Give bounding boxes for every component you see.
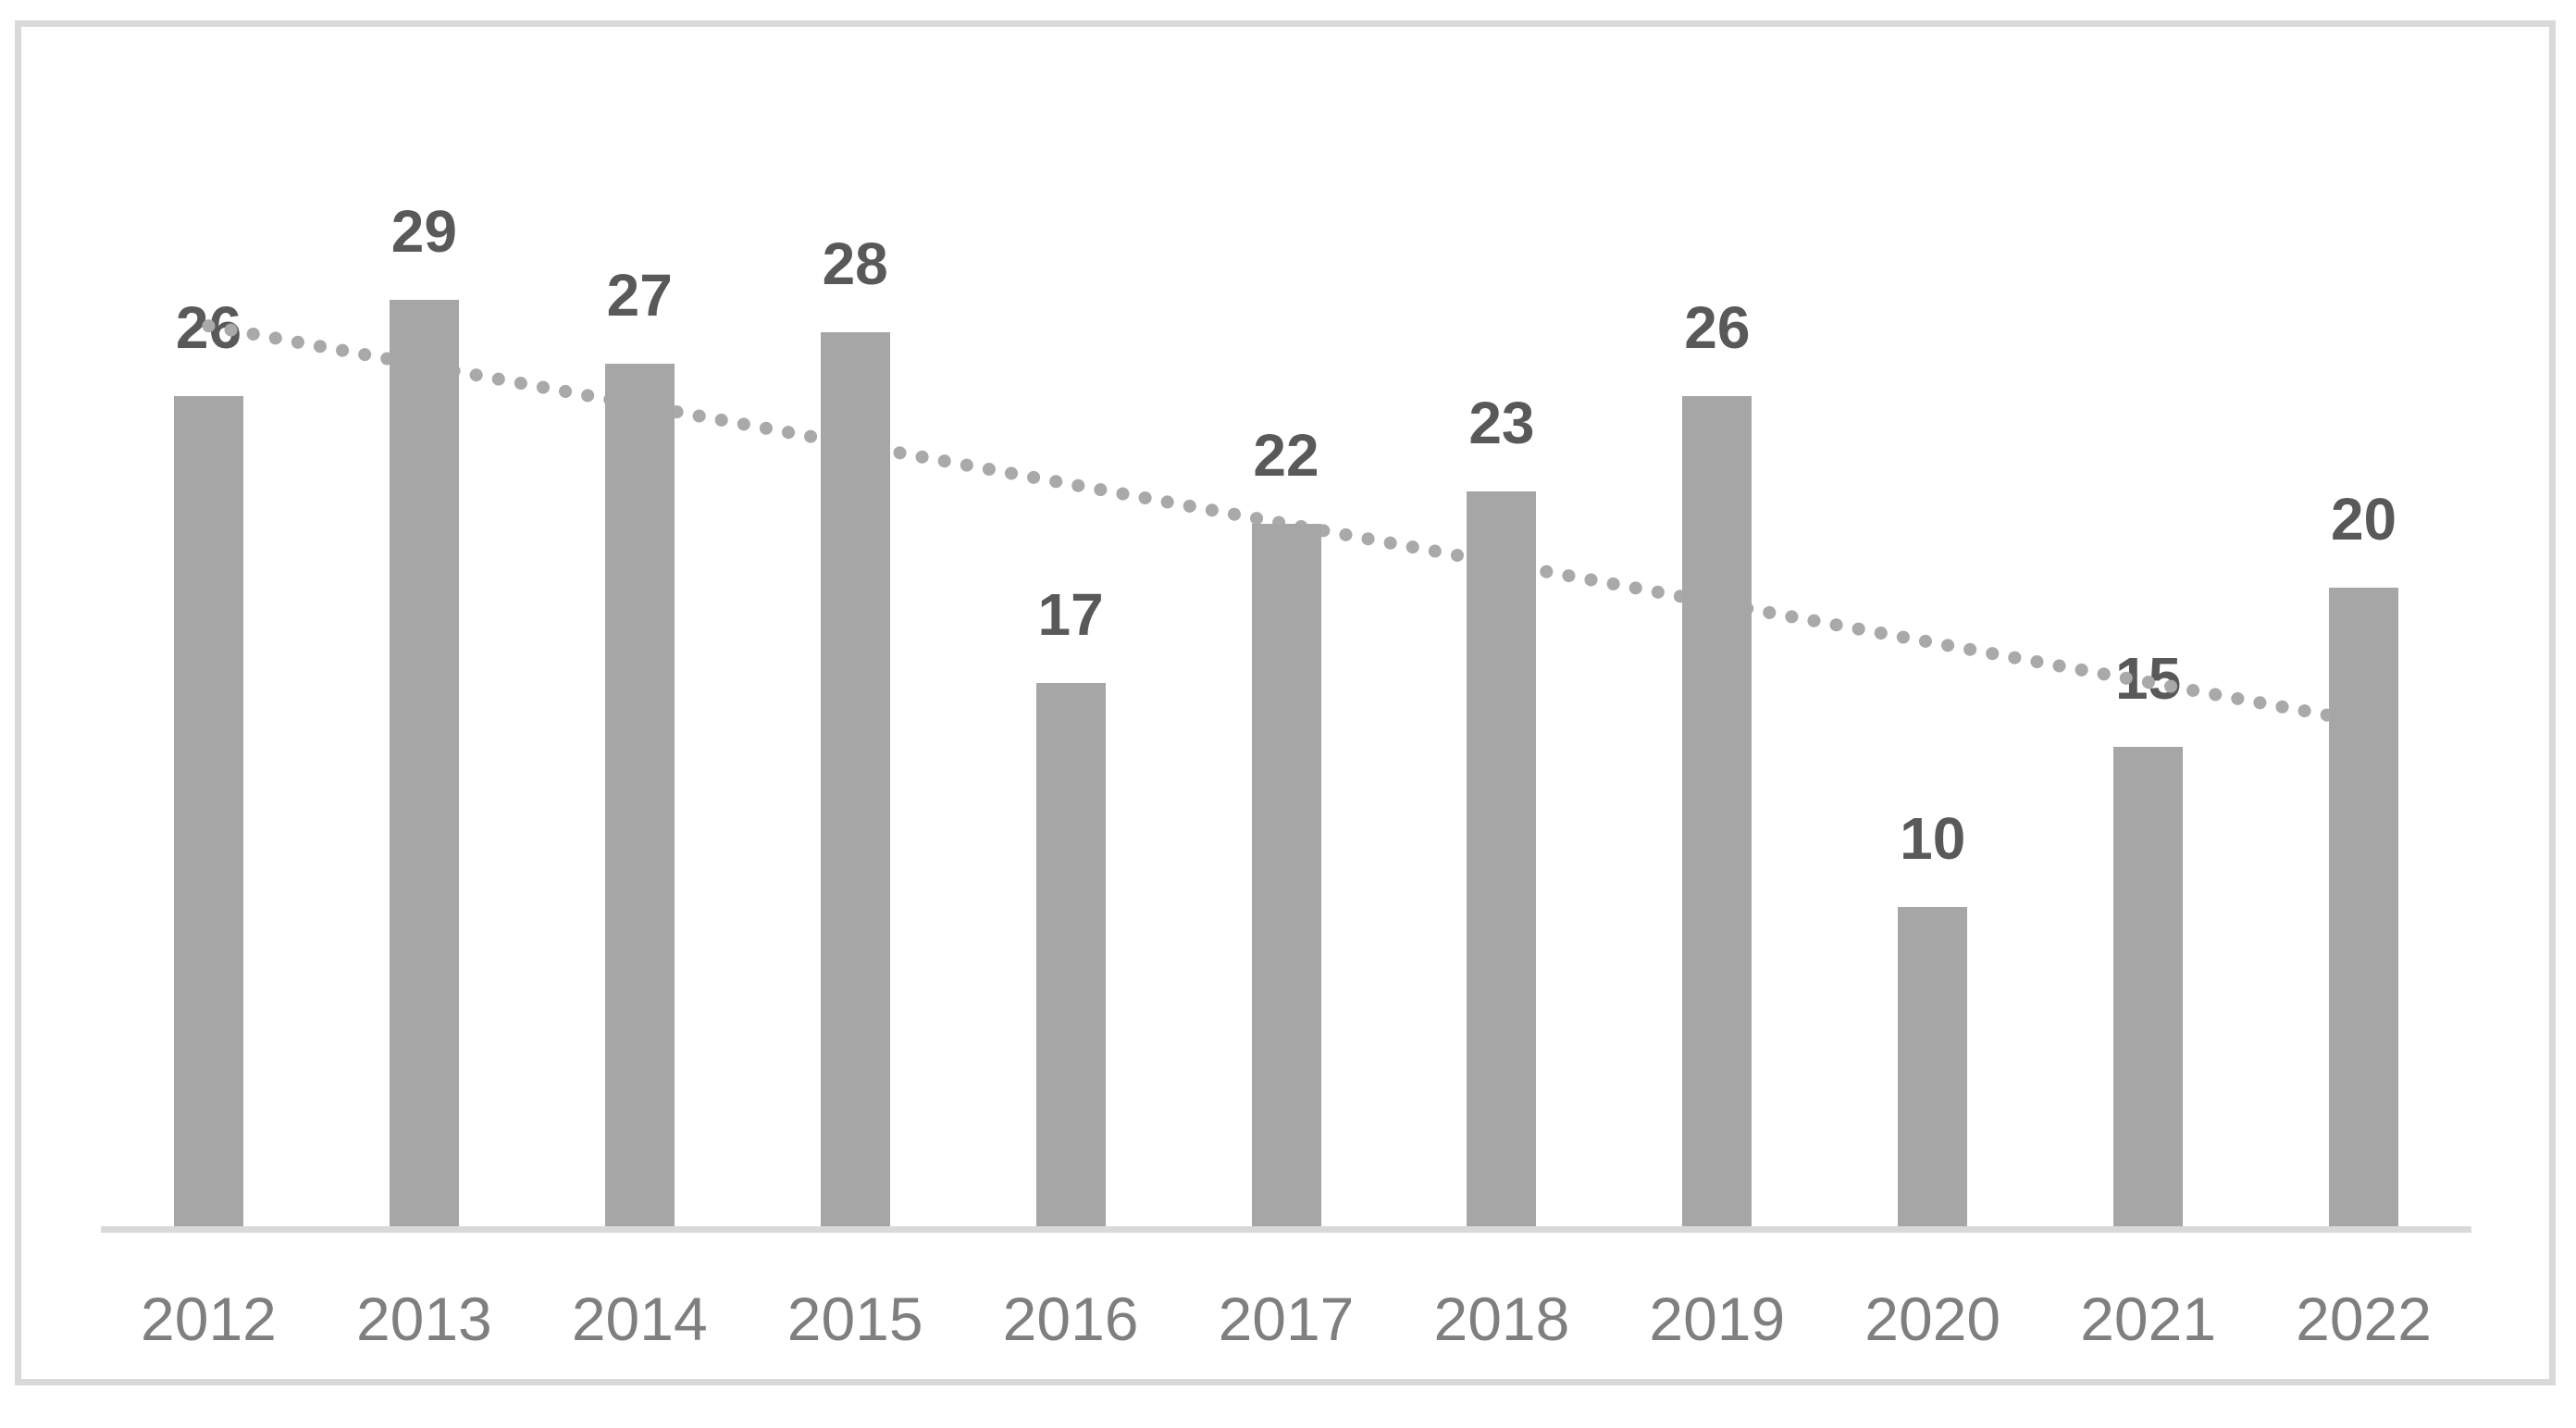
- bar-value-label: 26: [1684, 294, 1751, 361]
- x-axis-label: 2012: [141, 1285, 277, 1353]
- bar: [1035, 683, 1106, 1226]
- bar: [1251, 524, 1321, 1226]
- bar-value-label: 10: [1900, 805, 1966, 872]
- bar-value-label: 22: [1253, 422, 1319, 489]
- x-axis-label: 2015: [786, 1285, 923, 1353]
- bar: [2113, 747, 2184, 1226]
- bar: [1898, 907, 1968, 1226]
- x-axis-label: 2019: [1649, 1285, 1786, 1353]
- x-axis-line: [101, 1226, 2471, 1233]
- bar: [389, 300, 459, 1226]
- bar: [820, 332, 890, 1226]
- bar-value-label: 23: [1468, 390, 1535, 456]
- chart-border-frame: [15, 20, 2556, 1385]
- bar: [1467, 491, 1537, 1226]
- trendline: [202, 319, 2371, 728]
- bar: [2329, 588, 2399, 1226]
- x-axis-label: 2018: [1433, 1285, 1570, 1353]
- x-axis-label: 2022: [2296, 1285, 2432, 1353]
- bar-value-label: 17: [1037, 581, 1104, 648]
- x-axis-label: 2017: [1218, 1285, 1355, 1353]
- x-axis-label: 2014: [571, 1285, 708, 1353]
- bar: [604, 364, 675, 1226]
- bar: [1682, 396, 1752, 1226]
- x-axis-label: 2016: [1002, 1285, 1139, 1353]
- bar-value-label: 28: [822, 230, 888, 297]
- x-axis-label: 2013: [355, 1285, 492, 1353]
- bar-value-label: 29: [390, 198, 457, 265]
- bar-value-label: 27: [606, 262, 673, 329]
- x-axis-label: 2021: [2080, 1285, 2217, 1353]
- bar-value-label: 20: [2330, 486, 2397, 553]
- bar: [173, 396, 243, 1226]
- x-axis-label: 2020: [1864, 1285, 2001, 1353]
